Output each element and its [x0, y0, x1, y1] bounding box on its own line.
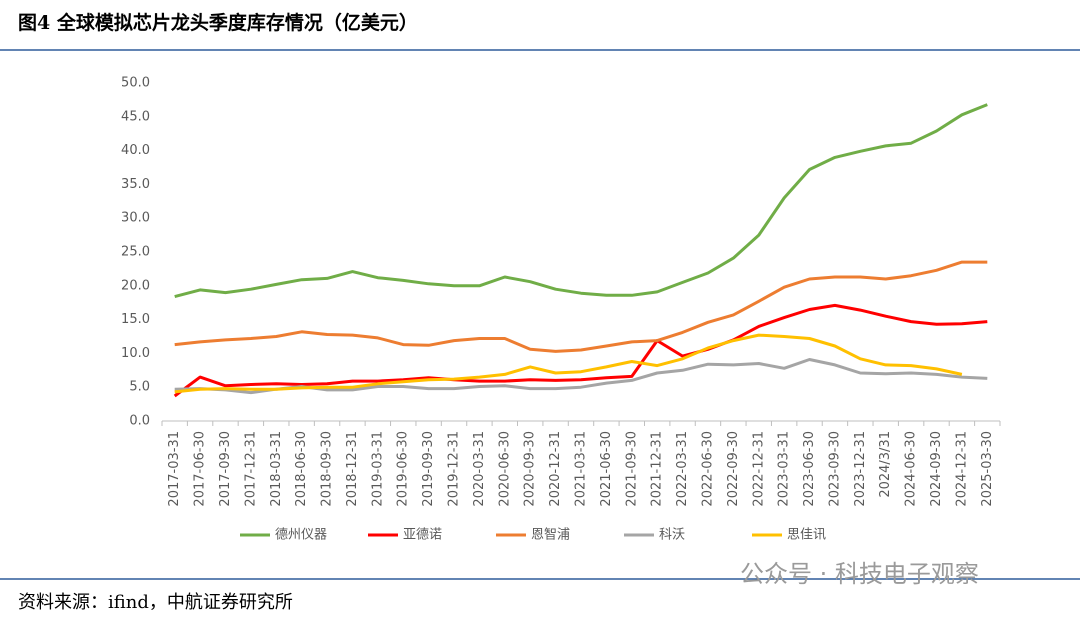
- y-tick-label: 35.0: [121, 177, 150, 192]
- source: 资料来源：ifind，中航证券研究所: [18, 592, 293, 613]
- legend-label: 恩智浦: [531, 528, 570, 543]
- series-line: [174, 103, 988, 299]
- x-tick-label: 2018-03-31: [269, 431, 284, 507]
- x-tick-label: 2018-06-30: [294, 431, 309, 507]
- x-tick-label: 2024-06-30: [904, 431, 919, 507]
- x-tick-label: 2022-03-31: [675, 431, 690, 507]
- x-tick-label: 2020-03-31: [472, 431, 487, 507]
- y-tick-label: 45.0: [121, 109, 150, 124]
- x-tick-label: 2020-09-30: [523, 431, 538, 507]
- series-line: [174, 333, 963, 394]
- x-tick-label: 2021-09-30: [624, 431, 639, 507]
- x-tick-label: 2022-06-30: [700, 431, 715, 507]
- watermark: 公众号 · 科技电子观察: [740, 560, 979, 588]
- y-tick-label: 0.0: [129, 414, 150, 429]
- x-tick-label: 2019-12-31: [447, 431, 462, 507]
- y-tick-label: 20.0: [121, 278, 150, 293]
- x-tick-label: 2024/3/31: [878, 431, 893, 498]
- x-tick-label: 2025-03-30: [980, 431, 995, 507]
- y-tick-label: 10.0: [121, 346, 150, 361]
- series-line: [173, 303, 988, 398]
- y-tick-label: 30.0: [121, 211, 150, 226]
- x-tick-label: 2019-06-30: [396, 431, 411, 507]
- x-tick-label: 2024-12-31: [954, 431, 969, 507]
- y-tick-label: 40.0: [121, 143, 150, 158]
- y-tick-label: 15.0: [121, 312, 150, 327]
- x-tick-label: 2023-06-30: [802, 431, 817, 507]
- x-tick-label: 2023-09-30: [827, 431, 842, 507]
- x-tick-label: 2018-12-31: [345, 431, 360, 507]
- series-line: [174, 260, 988, 353]
- x-tick-label: 2023-03-31: [777, 431, 792, 507]
- x-tick-label: 2022-09-30: [726, 431, 741, 507]
- legend-label: 德州仪器: [275, 528, 327, 543]
- x-tick-label: 2017-06-30: [193, 431, 208, 507]
- x-tick-label: 2017-09-30: [218, 431, 233, 507]
- x-tick-label: 2023-12-31: [853, 431, 868, 507]
- x-tick-label: 2017-03-31: [167, 431, 182, 507]
- x-tick-label: 2021-12-31: [650, 431, 665, 507]
- x-tick-label: 2017-12-31: [243, 431, 258, 507]
- x-tick-label: 2021-03-31: [574, 431, 589, 507]
- x-tick-label: 2018-09-30: [320, 431, 335, 507]
- x-tick-label: 2020-12-31: [548, 431, 563, 507]
- x-tick-label: 2022-12-31: [751, 431, 766, 507]
- legend-label: 科沃: [659, 528, 685, 543]
- chart-title: 图4 全球模拟芯片龙头季度库存情况（亿美元）: [18, 11, 418, 34]
- x-tick-label: 2024-09-30: [929, 431, 944, 507]
- x-tick-label: 2019-03-31: [370, 431, 385, 507]
- x-tick-label: 2021-06-30: [599, 431, 614, 507]
- legend-label: 思佳讯: [787, 528, 826, 543]
- y-tick-label: 5.0: [129, 380, 150, 395]
- legend-label: 亚德诺: [403, 528, 442, 543]
- y-tick-label: 25.0: [121, 245, 150, 260]
- x-tick-label: 2020-06-30: [497, 431, 512, 507]
- x-tick-label: 2019-09-30: [421, 431, 436, 507]
- y-tick-label: 50.0: [121, 76, 150, 91]
